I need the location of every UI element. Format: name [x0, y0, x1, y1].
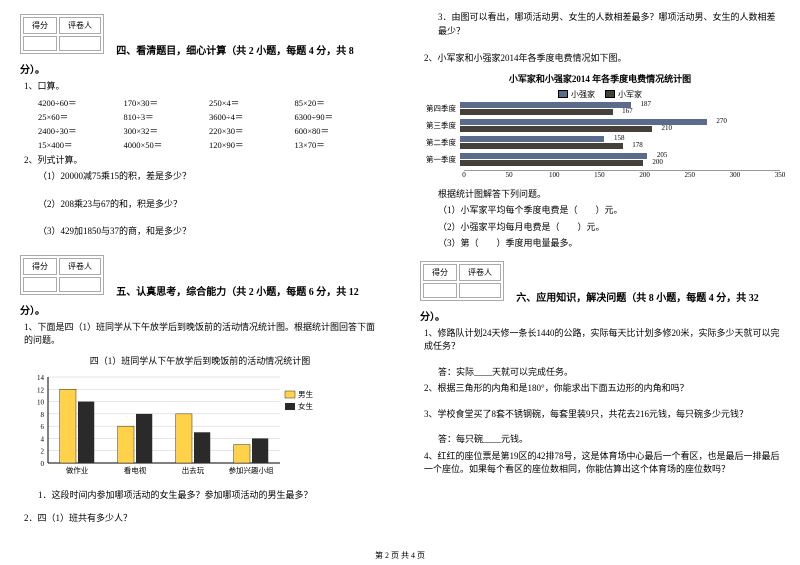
section4-fen: 分）。 — [20, 61, 380, 76]
section4-title: 四、看清题目，细心计算（共 2 小题，每题 4 分，共 8 — [116, 46, 354, 57]
hbar-xaxis: 050100150200250300350电费/元 — [464, 170, 780, 182]
s6-a1: 答：实际____天就可以完成任务。 — [438, 366, 780, 380]
chart-title: 四（1）班同学从下午放学后到晚饭前的活动情况统计图 — [20, 354, 380, 367]
section6-title: 六、应用知识，解决问题（共 8 小题，每题 4 分，共 32 — [516, 293, 759, 304]
calc-cell: 600×80＝ — [295, 125, 381, 137]
calc-cell: 4200÷60＝ — [38, 97, 124, 109]
svg-text:出去玩: 出去玩 — [182, 465, 205, 475]
calc-cell: 25×60＝ — [38, 111, 124, 123]
svg-text:女生: 女生 — [298, 401, 313, 411]
svg-text:12: 12 — [37, 386, 45, 394]
s6-q1: 1、修路队计划24天修一条长1440的公路，实际每天比计划多修20米，实际多少天… — [424, 327, 780, 354]
s5-q1: 1、下面是四（1）班同学从下午放学后到晚饭前的活动情况统计图。根据统计图回答下面… — [24, 321, 380, 348]
calc-cell: 4000×50＝ — [124, 139, 210, 151]
calc-cell: 13×70＝ — [295, 139, 381, 151]
score-c2: 评卷人 — [59, 17, 101, 34]
hbar-follow: 根据统计图解答下列问题。 — [438, 188, 780, 202]
hbar-f2: （2）小强家平均每月电费是（ ）元。 — [438, 221, 780, 235]
calc-cell: 85×20＝ — [295, 97, 381, 109]
svg-text:4: 4 — [41, 435, 45, 443]
svg-text:看电视: 看电视 — [124, 465, 147, 475]
section5-fen: 分）。 — [20, 302, 380, 317]
calc-cell: 6300÷90＝ — [295, 111, 381, 123]
svg-text:做作业: 做作业 — [66, 465, 89, 475]
section5-title: 五、认真思考，综合能力（共 2 小题，每题 6 分，共 12 — [116, 287, 359, 298]
s6-q2: 2、根据三角形的内角和是180°，你能求出下面五边形的内角和吗？ — [424, 382, 780, 396]
svg-text:6: 6 — [41, 423, 45, 431]
score-c1: 得分 — [23, 17, 57, 34]
vbar-chart: 0 2 4 6 8 10 12 14 做作业 看电视 出去玩 参加兴趣小组 男生女生 — [20, 371, 340, 481]
activity-chart: 四（1）班同学从下午放学后到晚饭前的活动情况统计图 0 2 4 6 8 10 12 14 做作业… — [20, 354, 380, 483]
svg-text:0: 0 — [41, 460, 45, 468]
hbar-legend: 小强家 小军家 — [420, 89, 780, 100]
hbar-f3: （3）第（ ）季度用电量最多。 — [438, 237, 780, 251]
q2-1: （1）20000减75乘15的积，差是多少？ — [38, 170, 380, 184]
s5-q2: 2．四（1）班共有多少人？ — [24, 512, 380, 526]
hbar-intro: 2、小军家和小强家2014年各季度电费情况如下图。 — [424, 52, 780, 66]
score-box: 得分 评卷人 — [420, 261, 504, 301]
s6-a3: 答：每只碗____元钱。 — [438, 433, 780, 447]
svg-text:2: 2 — [41, 447, 45, 455]
score-box: 得分 评卷人 — [20, 255, 104, 295]
svg-text:14: 14 — [37, 374, 45, 382]
hbar-container: 第四季度187167第三季度270210第二季度158178第一季度205200 — [420, 102, 780, 167]
svg-text:10: 10 — [37, 398, 45, 406]
calc-cell: 300×32＝ — [124, 125, 210, 137]
score-box: 得分 评卷人 — [20, 14, 104, 54]
calc-grid: 4200÷60＝170×30＝250×4＝85×20＝25×60＝810÷3＝3… — [38, 97, 380, 151]
calc-cell: 3600÷4＝ — [209, 111, 295, 123]
q1-label: 1、口算。 — [24, 80, 380, 94]
q2-3: （3）429加1850与37的商，和是多少？ — [38, 225, 380, 239]
s6-q4: 4、红红的座位票是第19区的42排78号，这是体育场中心最后一个看区，也是最后一… — [424, 450, 780, 477]
hbar-title: 小军家和小强家2014 年各季度电费情况统计图 — [420, 72, 780, 85]
s5-q1-1: 1．这段时间内参加哪项活动的女生最多？参加哪项活动的男生最多？ — [38, 489, 380, 503]
s6-q3: 3、学校食堂买了8套不锈钢碗，每套里装9只，共花去216元钱，每只碗多少元钱？ — [424, 408, 780, 422]
q2-2: （2）208乘23与67的和，积是多少？ — [38, 198, 380, 212]
calc-cell: 120×90＝ — [209, 139, 295, 151]
calc-cell: 220×30＝ — [209, 125, 295, 137]
calc-cell: 15×400＝ — [38, 139, 124, 151]
section6-fen: 分）。 — [420, 308, 780, 323]
rq3: 3．由图可以看出，哪项活动男、女生的人数相差最多？哪项活动男、女生的人数相差最少… — [438, 11, 780, 38]
calc-cell: 2400÷30＝ — [38, 125, 124, 137]
fee-chart: 小军家和小强家2014 年各季度电费情况统计图 小强家 小军家 第四季度1871… — [420, 72, 780, 182]
svg-text:参加兴趣小组: 参加兴趣小组 — [229, 465, 274, 475]
calc-cell: 810÷3＝ — [124, 111, 210, 123]
page-footer: 第 2 页 共 4 页 — [0, 550, 800, 561]
hbar-f1: （1）小军家平均每个季度电费是（ ）元。 — [438, 204, 780, 218]
q2-label: 2、列式计算。 — [24, 154, 380, 168]
svg-text:8: 8 — [41, 410, 45, 418]
calc-cell: 250×4＝ — [209, 97, 295, 109]
calc-cell: 170×30＝ — [124, 97, 210, 109]
svg-text:男生: 男生 — [298, 389, 313, 399]
